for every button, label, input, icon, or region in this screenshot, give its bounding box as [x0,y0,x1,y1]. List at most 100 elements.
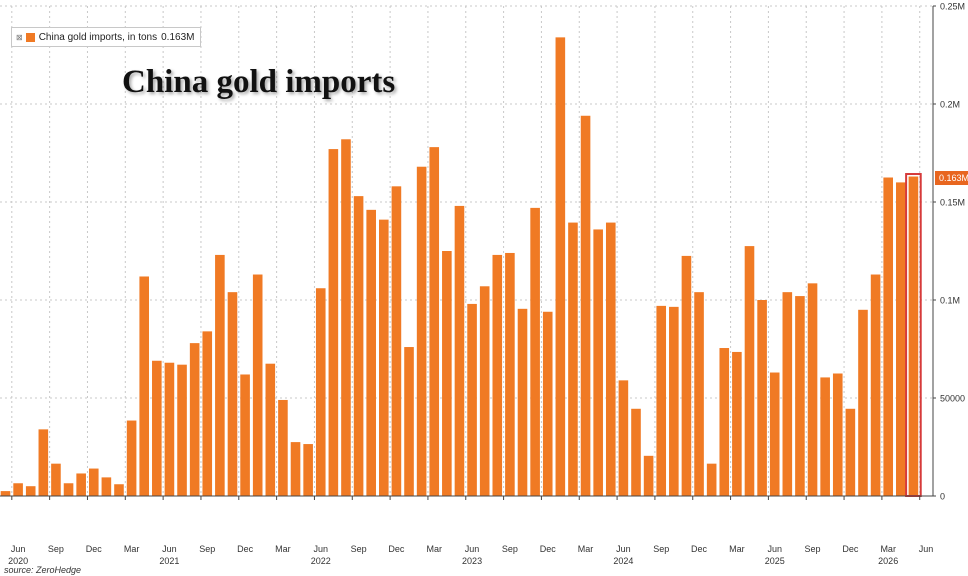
x-tick-label: Mar [729,544,745,554]
x-tick-label: Jun [313,544,328,554]
bar [391,186,402,496]
bar [353,196,364,496]
bar [278,399,288,496]
bar [215,254,225,496]
legend-value: 0.163M [161,31,195,43]
x-tick-label: Dec [86,544,103,554]
legend-swatch [25,32,35,42]
bar [76,473,86,496]
bar [555,37,566,497]
axes [0,6,934,497]
bars [0,37,922,498]
bar [605,222,616,496]
bar [896,182,906,496]
bar [0,491,11,496]
x-tick-label: Mar [880,544,896,554]
x-tick-year: 2021 [159,556,179,566]
y-tick-label: 0.15M [940,198,965,208]
y-tick-label: 0 [940,492,945,502]
bar [769,372,780,496]
bar [757,300,767,496]
bar [530,207,540,496]
bar [379,219,389,496]
bar [820,377,830,496]
x-tick-label: Dec [842,544,859,554]
bar [152,360,162,496]
legend[interactable]: ⊠ China gold imports, in tons 0.163M [11,27,202,47]
y-tick-label: 0.25M [940,2,965,12]
bar [858,309,868,496]
bar [315,288,326,496]
x-tick-label: Sep [653,544,669,554]
x-tick-label: Dec [237,544,254,554]
x-tick-label: Jun [616,544,631,554]
bar [542,311,553,496]
bar [681,255,692,496]
bar [656,305,667,496]
bar [732,351,742,496]
y-tick-label: 0.2M [940,100,960,110]
x-tick-label: Dec [388,544,405,554]
x-tick-label: Mar [275,544,291,554]
bar [88,468,99,496]
bar [429,147,440,496]
x-tick-year: 2025 [765,556,785,566]
x-tick-label: Jun [11,544,26,554]
bar [744,246,755,496]
bar [139,276,150,496]
x-tick-label: Sep [199,544,215,554]
x-tick-label: Sep [48,544,64,554]
bar [568,222,578,496]
y-tick-label: 0.1M [940,296,960,306]
bar [883,177,893,496]
x-tick-label: Dec [691,544,708,554]
bar [706,463,717,496]
x-tick-label: Mar [426,544,442,554]
grid-lines [0,5,933,496]
x-tick-label: Sep [502,544,518,554]
x-tick-year: 2022 [311,556,331,566]
bar [341,139,351,496]
bar [782,292,793,496]
bar [177,364,187,496]
bar [618,380,629,496]
bar [795,296,805,496]
bar [694,292,704,496]
x-axis-ticks: Jun 2020 Sep Dec Mar Jun 2021 Sep Dec Mar Jun 2022 S… [8,496,933,566]
x-tick-label: Sep [351,544,367,554]
bar [227,292,238,496]
bar [442,251,452,496]
x-tick-label: Jun [767,544,782,554]
bar [63,483,74,496]
bar [328,149,339,496]
last-value-badge: 0.163M [935,171,968,185]
bar [114,484,124,496]
bar [38,429,49,496]
bar [807,283,818,496]
bar [517,308,528,496]
bar [416,166,427,496]
bar [669,306,679,496]
bar [719,348,730,496]
bar [164,362,175,496]
bar [240,374,250,496]
bar [126,420,137,496]
close-icon[interactable]: ⊠ [16,32,23,42]
x-tick-label: Jun [465,544,480,554]
bar [189,343,200,496]
bar [870,274,881,496]
bar [467,303,477,496]
chart-title: China gold imports [122,64,396,100]
bar [580,115,591,496]
bar [404,347,414,496]
legend-label: China gold imports, in tons [38,31,158,43]
bar [505,252,515,496]
bar [202,331,213,496]
bar [492,254,503,496]
bar [101,477,112,496]
x-tick-year: 2020 [8,556,28,566]
bar [252,274,263,496]
bar [51,463,61,496]
source-note: source: ZeroHedge [4,565,82,575]
